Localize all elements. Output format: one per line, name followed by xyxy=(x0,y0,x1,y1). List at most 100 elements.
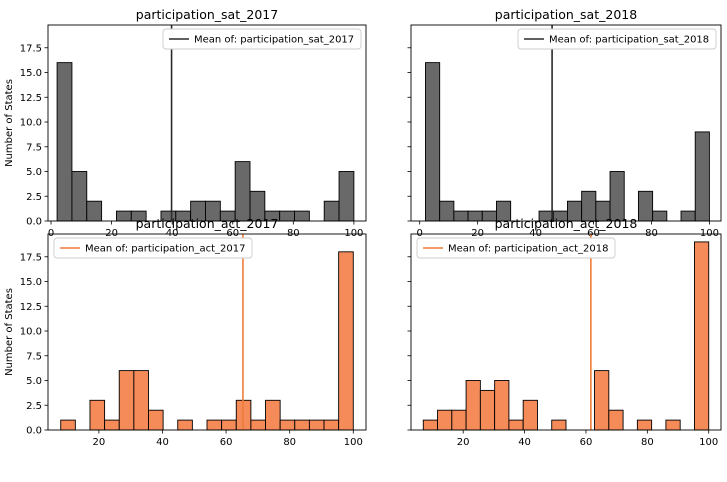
y-tick-label: 10.0 xyxy=(20,118,42,129)
histogram-bar xyxy=(425,62,441,222)
histogram-bar xyxy=(323,200,340,222)
histogram-bar xyxy=(453,210,469,222)
x-tick-label: 20 xyxy=(457,437,470,448)
y-tick-label: 17.5 xyxy=(20,43,42,54)
legend-box xyxy=(162,28,362,50)
y-tick-label: 15.0 xyxy=(20,68,42,79)
histogram-bar xyxy=(652,210,668,222)
histogram-bar xyxy=(206,419,223,431)
y-tick-label: 0.0 xyxy=(26,426,42,437)
subplot-title: participation_act_2018 xyxy=(495,216,638,231)
histogram-bar xyxy=(71,171,88,222)
y-tick-label: 2.5 xyxy=(26,192,42,203)
x-tick-label: 100 xyxy=(699,437,718,448)
y-tick-label: 15.0 xyxy=(20,277,42,288)
histogram-bar xyxy=(680,210,696,222)
histogram-bar xyxy=(89,399,106,431)
x-tick-label: 80 xyxy=(645,228,658,239)
legend: Mean of: participation_act_2017 xyxy=(53,237,253,259)
histogram-bar xyxy=(508,419,524,431)
histogram-bar xyxy=(148,409,164,431)
y-axis-label: Number of States xyxy=(4,288,15,376)
x-tick-label: 100 xyxy=(700,228,719,239)
x-tick-label: 0 xyxy=(48,228,54,239)
histogram-bar xyxy=(294,210,310,222)
x-tick-label: 60 xyxy=(587,228,600,239)
axes-frame xyxy=(47,24,367,222)
histogram-bar xyxy=(665,419,681,431)
histogram-bar xyxy=(60,419,76,431)
legend-label: Mean of: participation_act_2017 xyxy=(85,244,245,255)
histogram-bar xyxy=(609,171,625,222)
y-tick-label: 2.5 xyxy=(26,401,42,412)
histogram-bar xyxy=(437,409,453,431)
histogram-bar xyxy=(234,161,251,222)
subplot-title: participation_sat_2017 xyxy=(136,7,278,22)
legend-label: Mean of: participation_sat_2017 xyxy=(194,35,354,46)
histogram-bar xyxy=(594,370,610,431)
histogram-bar xyxy=(465,380,481,431)
x-tick-label: 100 xyxy=(344,228,363,239)
histogram-bar xyxy=(637,190,654,222)
y-tick-label: 17.5 xyxy=(20,252,42,263)
histogram-bar xyxy=(608,409,624,431)
x-tick-label: 80 xyxy=(641,437,654,448)
x-tick-label: 40 xyxy=(156,437,169,448)
legend-box xyxy=(517,28,717,50)
histogram-bar xyxy=(522,399,538,431)
histogram-bar xyxy=(279,419,296,431)
subplot-title: participation_sat_2018 xyxy=(495,7,637,22)
y-tick-label: 10.0 xyxy=(20,327,42,338)
x-tick-label: 0 xyxy=(417,228,423,239)
x-tick-label: 80 xyxy=(287,228,300,239)
y-tick-label: 7.5 xyxy=(26,351,42,362)
histogram-bar xyxy=(694,241,710,431)
legend: Mean of: participation_sat_2018 xyxy=(517,28,717,50)
x-tick-label: 60 xyxy=(580,437,593,448)
histogram-bar xyxy=(294,419,310,431)
histogram-bar xyxy=(250,419,266,431)
histogram-bar xyxy=(338,251,354,431)
subplot-2: participation_sat_2018 0 20 40 60 80 100 Mean o… xyxy=(407,7,722,239)
x-tick-label: 40 xyxy=(166,228,179,239)
legend-box xyxy=(53,237,253,259)
axes-frame xyxy=(47,233,367,431)
x-tick-label: 100 xyxy=(344,437,363,448)
histogram-bar xyxy=(636,419,653,431)
subplot-4: participation_act_2018 20 40 60 80 100 Mean of… xyxy=(407,216,722,448)
x-tick-label: 40 xyxy=(529,228,542,239)
histogram-bar xyxy=(494,380,510,431)
subplot-3: participation_act_2017 0.0 2.5 5.0 7.5 10.0 12… xyxy=(4,216,367,448)
x-tick-label: 60 xyxy=(226,228,239,239)
legend-box xyxy=(416,237,616,259)
histogram-bar xyxy=(221,419,237,431)
x-tick-label: 60 xyxy=(220,437,233,448)
histogram-bar xyxy=(338,171,355,222)
legend-label: Mean of: participation_sat_2018 xyxy=(549,35,709,46)
histogram-bar xyxy=(118,370,135,431)
x-tick-label: 20 xyxy=(93,437,106,448)
histogram-bar xyxy=(422,419,438,431)
x-tick-label: 80 xyxy=(283,437,296,448)
histogram-bar xyxy=(308,419,325,431)
axes-frame xyxy=(410,24,722,222)
histogram-bar xyxy=(86,200,103,222)
histogram-bar xyxy=(439,200,455,222)
legend-label: Mean of: participation_act_2018 xyxy=(448,244,608,255)
y-tick-label: 12.5 xyxy=(20,302,42,313)
histogram-bar xyxy=(323,419,340,431)
y-tick-label: 7.5 xyxy=(26,142,42,153)
y-tick-label: 5.0 xyxy=(26,376,42,387)
subplots: participation_sat_2017 0.0 2.5 5.0 7.5 10.0 12… xyxy=(4,7,722,448)
y-tick-label: 0.0 xyxy=(26,217,42,228)
histogram-bar xyxy=(451,409,467,431)
histogram-bar xyxy=(551,419,567,431)
legend: Mean of: participation_sat_2017 xyxy=(162,28,362,50)
histogram-bar xyxy=(115,210,132,222)
axes-frame xyxy=(410,233,722,431)
histogram-bar xyxy=(265,399,281,431)
histogram-bar xyxy=(694,131,710,222)
x-tick-label: 20 xyxy=(471,228,484,239)
histogram-bar xyxy=(104,419,120,431)
